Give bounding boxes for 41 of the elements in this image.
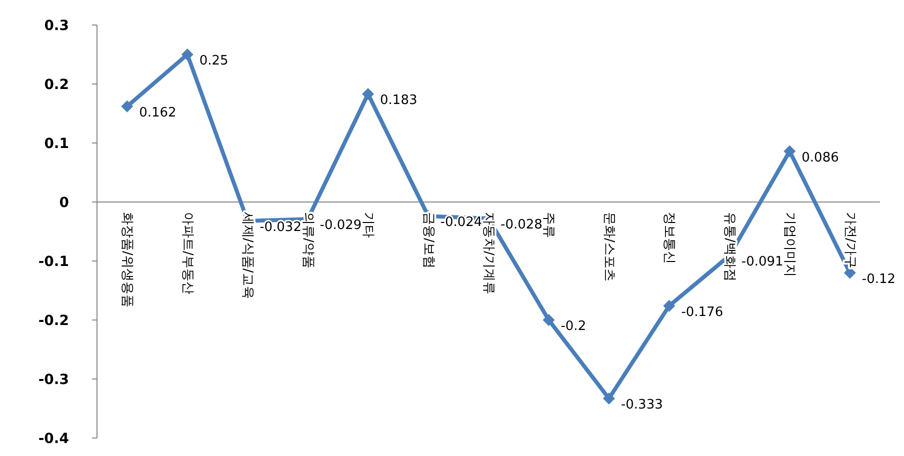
point: [362, 88, 374, 100]
data-label: 0.162: [139, 105, 176, 120]
data-label: 0.183: [380, 93, 418, 108]
x-tick-label: 문화/스포츠: [601, 212, 616, 282]
y-tick-label: -0.1: [38, 254, 69, 270]
x-tick-label: 가전/가구: [842, 212, 858, 268]
data-label: -0.333: [620, 397, 663, 412]
x-tick-label: 금융/보험: [420, 212, 436, 268]
point: [784, 145, 796, 158]
x-tick-label: 기타: [360, 212, 376, 238]
data-label: -0.024: [440, 215, 482, 230]
point: [602, 392, 615, 404]
y-tick-label: 0.3: [44, 18, 69, 34]
y-tick-label: 0.2: [44, 77, 69, 93]
point: [542, 314, 555, 326]
data-label: -0.028: [500, 218, 542, 233]
x-tick-label: 자동차/기계류: [481, 212, 496, 294]
data-label: -0.12: [862, 272, 896, 287]
y-tick-label: -0.2: [38, 313, 69, 329]
x-tick-label: 의류/약품: [300, 212, 316, 268]
data-label: -0.2: [560, 319, 586, 334]
point: [121, 100, 134, 112]
data-label: -0.032: [260, 220, 302, 235]
y-tick-label: -0.3: [38, 372, 69, 388]
point: [663, 300, 676, 312]
data-label: -0.176: [681, 304, 724, 320]
x-tick-label: 주류: [541, 212, 556, 238]
x-tick-label: 아파트/부동산: [180, 212, 195, 294]
x-tick-label: 유통/백화점: [722, 212, 737, 282]
x-tick-label: 세제/식품/교육: [240, 212, 256, 299]
point: [181, 48, 194, 60]
data-label: -0.091: [741, 254, 784, 270]
x-tick-label: 기업이미지: [782, 212, 798, 277]
data-label: 0.25: [199, 54, 228, 68]
x-tick-label: 정보통신: [662, 212, 677, 264]
y-tick-label: -0.4: [38, 431, 70, 447]
x-tick-label: 화장품/위생용품: [120, 212, 135, 308]
y-tick-label: 0.1: [44, 136, 69, 152]
y-tick-label: 0: [59, 195, 70, 211]
data-label: 0.086: [802, 150, 839, 166]
data-label: -0.029: [320, 218, 362, 234]
